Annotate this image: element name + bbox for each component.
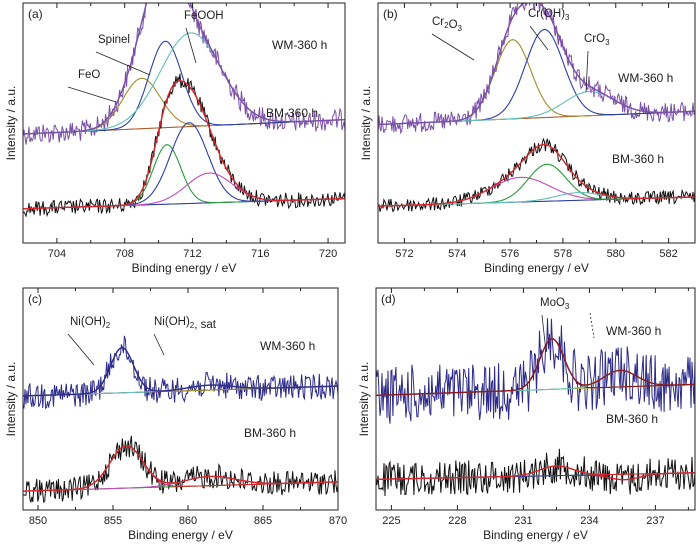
- annotation-arrow: [529, 25, 549, 51]
- x-tick-label: 860: [179, 515, 197, 527]
- annotation-arrow: [95, 51, 151, 76]
- spectrum-bm-360-h: [23, 73, 345, 218]
- panel-letter: (d): [381, 292, 396, 306]
- annotation-arrow: [67, 333, 95, 366]
- fit-envelope-line: [23, 80, 345, 210]
- fit-envelope-line: [378, 3, 695, 126]
- raw-data-line: [378, 3, 695, 135]
- sample-label: WM-360 h: [618, 71, 673, 85]
- annotation-arrow: [67, 86, 117, 103]
- x-tick-label: 231: [514, 515, 532, 527]
- annotation-arrow: [185, 27, 197, 64]
- spectrum-bm-360-h: [23, 435, 338, 504]
- x-tick-label: 850: [29, 515, 47, 527]
- spectrum-bm-360-h: [376, 448, 695, 497]
- x-tick-label: 704: [48, 248, 66, 260]
- panel-letter: (a): [28, 7, 43, 21]
- x-tick-label: 708: [116, 248, 134, 260]
- sample-label: WM-360 h: [272, 38, 327, 52]
- x-axis-label: Binding energy / eV: [484, 261, 589, 275]
- spectrum-wm-360-h: [23, 335, 338, 410]
- sample-label: WM-360 h: [606, 324, 661, 338]
- raw-data-line: [378, 137, 695, 213]
- x-tick-label: 234: [580, 515, 598, 527]
- x-tick-label: 578: [554, 248, 572, 260]
- peak-label-cr-oh-3: Cr(OH)3: [528, 8, 570, 22]
- peak-label-cr2o3: Cr2O3: [432, 16, 463, 33]
- x-tick-label: 720: [319, 248, 337, 260]
- raw-data-line: [23, 435, 338, 504]
- fit-envelope-line: [23, 346, 338, 397]
- sample-label: BM-360 h: [244, 426, 296, 440]
- sample-label: BM-360 h: [606, 412, 658, 426]
- peak-label-ni-oh-2-sat: Ni(OH)2, sat: [154, 316, 217, 331]
- annotation-arrow: [585, 50, 589, 93]
- x-tick-label: 712: [183, 248, 201, 260]
- x-tick-label: 716: [251, 248, 269, 260]
- x-tick-label: 576: [501, 248, 519, 260]
- raw-data-line: [23, 73, 345, 218]
- panel-a: WM-360 h BM-360 h FeO Spinel FeOOH 704 708 712 7…: [4, 2, 346, 275]
- spectrum-wm-360-h: [23, 3, 345, 145]
- peak-label-spinel: Spinel: [98, 34, 130, 46]
- x-tick-label: 580: [607, 248, 625, 260]
- sample-label: BM-360 h: [612, 152, 664, 166]
- panel-d: WM-360 h BM-360 h MoO3 225 228 231 234 237 Bindi…: [357, 287, 696, 542]
- x-tick-label: 237: [646, 515, 664, 527]
- fit-envelope-line: [23, 3, 345, 135]
- x-axis-label: Binding energy / eV: [128, 528, 233, 542]
- panel-letter: (c): [28, 292, 42, 306]
- peak-label-cro3: CrO3: [584, 33, 610, 47]
- y-axis-label: Intensity / a.u.: [4, 362, 18, 437]
- peak-label-ni-oh-2: Ni(OH)2: [70, 316, 111, 330]
- x-tick-label: 572: [395, 248, 413, 260]
- fit-envelope-line: [376, 465, 695, 481]
- raw-data-line: [23, 335, 338, 410]
- spectrum-wm-360-h: [376, 318, 695, 424]
- x-tick-label: 870: [329, 515, 347, 527]
- plot-frame: [22, 2, 346, 244]
- peak-component-fe2p-1: [23, 144, 345, 210]
- y-axis-label: Intensity / a.u.: [359, 86, 373, 161]
- x-axis-label: Binding energy / eV: [483, 528, 588, 542]
- x-tick-label: 582: [659, 248, 677, 260]
- panel-c: WM-360 h BM-360 h Ni(OH)2 Ni(OH)2, sat 850 85…: [4, 287, 347, 542]
- plot-frame: [22, 287, 339, 511]
- fit-envelope-line: [378, 143, 695, 207]
- x-axis-label: Binding energy / eV: [132, 261, 237, 275]
- panel-letter: (b): [383, 7, 398, 21]
- raw-data-line: [376, 318, 695, 424]
- spectrum-bm-360-h: [378, 137, 695, 213]
- peak-label-moo3: MoO3: [540, 297, 570, 311]
- y-axis-label: Intensity / a.u.: [4, 86, 18, 161]
- spectrum-wm-360-h: [378, 3, 695, 135]
- peak-component-fe2p-2: [23, 122, 345, 210]
- sample-label: WM-360 h: [260, 339, 315, 353]
- panel-b: WM-360 h BM-360 h Cr2O3 Cr(OH)3 CrO3 572 574 57…: [359, 2, 696, 275]
- annotation-arrow: [541, 314, 547, 353]
- peak-label-feo: FeO: [78, 69, 100, 81]
- y-axis-label: Intensity / a.u.: [357, 362, 371, 437]
- raw-data-line: [376, 448, 695, 497]
- x-tick-label: 225: [382, 515, 400, 527]
- x-tick-label: 865: [254, 515, 272, 527]
- annotation-arrow: [153, 333, 165, 356]
- fit-envelope-line: [376, 337, 695, 397]
- x-tick-label: 855: [104, 515, 122, 527]
- annotation-arrow: [431, 33, 475, 61]
- peak-label-feooh: FeOOH: [184, 10, 224, 22]
- fit-envelope-line: [23, 445, 338, 492]
- plot-frame: [375, 287, 696, 511]
- x-tick-label: 574: [448, 248, 466, 260]
- sample-label: BM-360 h: [266, 106, 318, 120]
- annotation-arrow: [589, 312, 595, 339]
- x-tick-label: 228: [448, 515, 466, 527]
